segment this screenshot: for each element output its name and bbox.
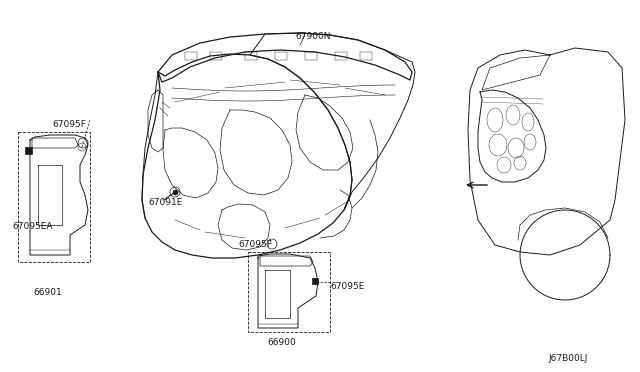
Text: 67095EA: 67095EA [12,222,52,231]
Text: 67900N: 67900N [295,32,330,41]
Bar [25,147,32,154]
Text: 67091E: 67091E [148,198,182,207]
Text: 66901: 66901 [34,288,62,297]
Bar [248,252,330,332]
Text: J67B00LJ: J67B00LJ [548,354,588,363]
Bar [312,278,318,284]
Text: 67095F: 67095F [52,120,86,129]
Text: 67095E: 67095E [330,282,364,291]
Text: 67095F: 67095F [238,240,272,249]
Text: 66900: 66900 [268,338,296,347]
Bar [18,132,90,262]
